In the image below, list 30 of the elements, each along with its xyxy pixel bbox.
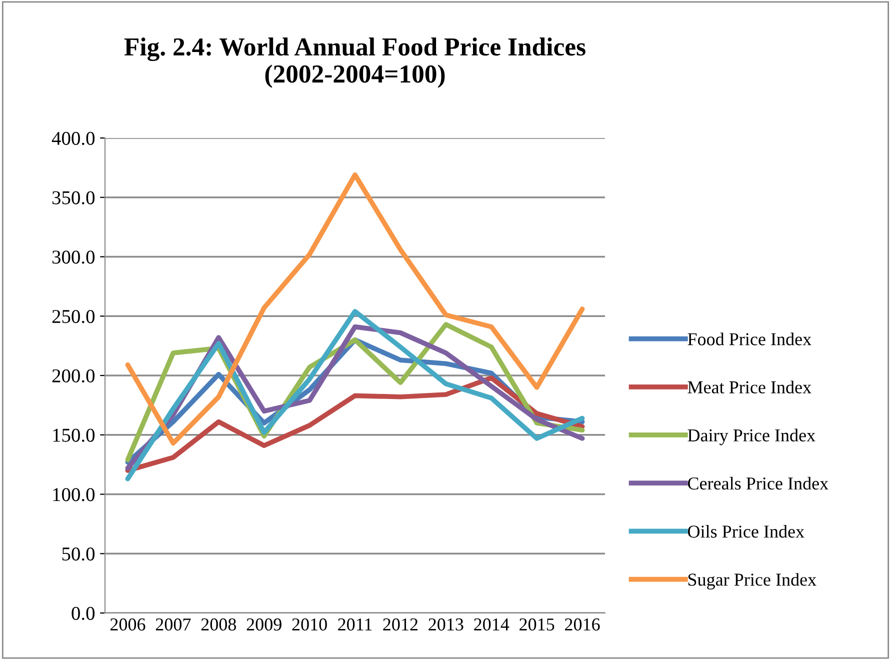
x-tick-label: 2012 bbox=[383, 618, 418, 631]
x-tick-label: 2013 bbox=[428, 618, 464, 631]
legend-label: Cereals Price Index bbox=[688, 476, 828, 490]
y-tick-label: 400.0 bbox=[52, 132, 95, 146]
y-tick-label: 100.0 bbox=[53, 488, 95, 502]
x-tick-label: 2009 bbox=[246, 618, 282, 631]
legend-label: Meat Price Index bbox=[688, 380, 812, 394]
line-series bbox=[125, 308, 585, 482]
y-tick-label: 250.0 bbox=[52, 310, 95, 324]
legend-label: Dairy Price Index bbox=[688, 428, 816, 446]
legend-label: Food Price Index bbox=[688, 332, 812, 346]
x-tick-label: 2007 bbox=[156, 618, 191, 631]
legend-label: Oils Price Index bbox=[688, 524, 804, 538]
x-tick-label: 2015 bbox=[520, 618, 554, 631]
y-tick-label: 200.0 bbox=[52, 369, 95, 383]
x-tick-label: 2006 bbox=[110, 618, 146, 631]
legend-label: Sugar Price Index bbox=[688, 573, 816, 590]
line-series bbox=[125, 172, 585, 446]
x-tick-label: 2011 bbox=[338, 618, 372, 631]
x-tick-label: 2014 bbox=[474, 618, 510, 631]
y-tick-label: 150.0 bbox=[53, 428, 95, 442]
x-tick-label: 2008 bbox=[201, 618, 236, 631]
y-tick-label: 350.0 bbox=[52, 191, 95, 204]
y-tick-label: 50.0 bbox=[62, 547, 95, 561]
y-tick-label: 0.0 bbox=[72, 606, 95, 620]
chart-title: Fig. 2.4: World Annual Food Price Indices (2002-2004=100) bbox=[124, 38, 586, 88]
x-tick-label: 2016 bbox=[565, 618, 600, 631]
line-series bbox=[125, 375, 585, 473]
y-tick-label: 300.0 bbox=[52, 250, 95, 264]
x-tick-label: 2010 bbox=[292, 618, 327, 631]
